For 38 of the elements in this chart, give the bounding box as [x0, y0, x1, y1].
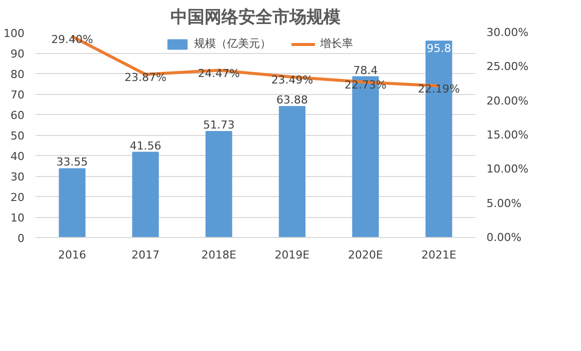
data-label: 78.4 [353, 64, 378, 77]
x-tick-label: 2016 [58, 248, 86, 262]
y-tick-label: 0 [18, 232, 24, 245]
y-tick-label: 40 [10, 150, 25, 163]
bar [58, 168, 86, 238]
y-tick-label: 20 [10, 191, 25, 204]
x-tick-label: 2021E [421, 248, 456, 262]
data-label: 51.73 [203, 118, 235, 132]
data-label: 63.88 [276, 94, 308, 107]
bar [132, 152, 159, 238]
y2-tick-label: 10.00% [486, 162, 528, 176]
bar [206, 130, 232, 238]
y2-tick-label: 15.00% [486, 128, 528, 142]
data-label: 41.56 [130, 139, 162, 152]
y2-tick-label: 5.00% [486, 196, 522, 210]
data-label: 33.55 [56, 156, 88, 169]
y2-tick-label: 30.00% [486, 26, 528, 39]
y-tick-label: 30 [10, 170, 25, 184]
y-tick-label: 50 [10, 130, 25, 142]
data-label: 23.87% [124, 70, 166, 84]
y-tick-label: 80 [10, 68, 25, 81]
legend-label: 增长率 [320, 36, 353, 51]
x-tick-label: 2020E [348, 248, 384, 262]
legend-label: 规模（亿美元） [194, 36, 271, 51]
y2-tick-label: 0.00% [486, 231, 522, 244]
y-tick-label: 90 [10, 48, 25, 60]
y-tick-label: 100 [4, 27, 25, 40]
data-label: 95.8 [426, 42, 452, 56]
y-tick-label: 70 [10, 88, 25, 102]
y2-tick-label: 25.00% [486, 60, 528, 74]
bar [278, 106, 306, 238]
chart-title: 中国网络安全市场规模 [170, 8, 340, 28]
x-tick-label: 2019E [274, 248, 310, 262]
y-tick-label: 60 [10, 109, 25, 122]
x-tick-label: 2018E [201, 248, 236, 262]
x-tick-label: 2017 [132, 248, 160, 262]
y2-tick-label: 20.00% [486, 94, 528, 108]
y-tick-label: 10 [10, 212, 25, 224]
